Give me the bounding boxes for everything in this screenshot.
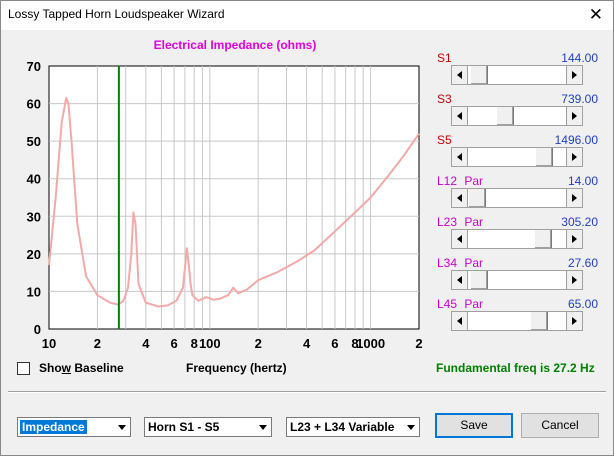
scroll-right-icon[interactable] — [566, 189, 582, 207]
close-icon[interactable]: ✕ — [588, 5, 603, 24]
slider-l23[interactable] — [451, 229, 583, 249]
x-tick-label: 2 — [415, 336, 422, 351]
x-tick-label: 10 — [42, 336, 56, 351]
window-title: Lossy Tapped Horn Loudspeaker Wizard — [8, 7, 225, 21]
slider-name: L34 — [437, 256, 458, 270]
x-tick-label: 2 — [94, 336, 101, 351]
title-bar: Lossy Tapped Horn Loudspeaker Wizard ✕ — [0, 0, 614, 30]
scroll-right-icon[interactable] — [566, 107, 582, 125]
x-tick-label: 100 — [199, 336, 221, 351]
x-axis-label: Frequency (hertz) — [186, 361, 287, 375]
x-tick-label: 4 — [303, 336, 311, 351]
separator — [8, 391, 606, 393]
slider-thumb[interactable] — [468, 189, 486, 207]
slider-value-s3: 739.00 — [561, 92, 598, 106]
slider-value-l45: 65.00 — [567, 297, 598, 311]
fundamental-frequency-text: Fundamental freq is 27.2 Hz — [436, 361, 595, 375]
cancel-button[interactable]: Cancel — [521, 413, 599, 438]
x-tick-label: 6 — [171, 336, 178, 351]
slider-thumb[interactable] — [534, 230, 553, 248]
slider-value-l34: 27.60 — [567, 256, 598, 270]
scroll-right-icon[interactable] — [566, 230, 582, 248]
scroll-left-icon[interactable] — [452, 107, 468, 125]
slider-s3[interactable] — [451, 106, 583, 126]
scroll-left-icon[interactable] — [452, 312, 468, 330]
y-tick-label: 0 — [34, 322, 41, 337]
y-tick-label: 30 — [27, 209, 41, 224]
plot-area — [48, 65, 420, 330]
scroll-left-icon[interactable] — [452, 271, 468, 289]
y-tick-label: 40 — [27, 172, 41, 187]
x-tick-label: 8 — [191, 336, 198, 351]
variable-select-value: L23 + L34 Variable — [290, 420, 395, 434]
scroll-left-icon[interactable] — [452, 148, 468, 166]
slider-label-s5: S5 — [437, 133, 452, 147]
slider-name: L12 — [437, 174, 458, 188]
x-tick-label: 2 — [255, 336, 262, 351]
x-tick-label: 4 — [142, 336, 150, 351]
chevron-down-icon[interactable] — [256, 418, 271, 436]
variable-select[interactable]: L23 + L34 Variable — [286, 417, 420, 437]
save-button[interactable]: Save — [435, 413, 513, 438]
slider-l34[interactable] — [451, 270, 583, 290]
impedance-curve — [48, 96, 420, 308]
scroll-right-icon[interactable] — [566, 148, 582, 166]
slider-thumb[interactable] — [469, 271, 488, 289]
scroll-left-icon[interactable] — [452, 189, 468, 207]
slider-name: L23 — [437, 215, 458, 229]
show-baseline-checkbox[interactable] — [17, 362, 30, 375]
slider-label-l34: L34 Par — [437, 256, 483, 270]
slider-thumb[interactable] — [496, 107, 514, 125]
slider-name: L45 — [437, 297, 458, 311]
show-baseline-label[interactable]: Show Baseline — [39, 361, 124, 375]
slider-label-s3: S3 — [437, 92, 452, 106]
chevron-down-icon[interactable] — [115, 418, 130, 436]
y-tick-label: 20 — [27, 247, 41, 262]
slider-thumb[interactable] — [469, 66, 488, 84]
y-tick-label: 50 — [27, 134, 41, 149]
slider-label-l23: L23 Par — [437, 215, 483, 229]
slider-thumb[interactable] — [529, 312, 548, 330]
slider-type: Par — [461, 215, 484, 229]
slider-l12[interactable] — [451, 188, 583, 208]
y-tick-label: 10 — [27, 284, 41, 299]
slider-value-l23: 305.20 — [561, 215, 598, 229]
slider-label-l45: L45 Par — [437, 297, 483, 311]
slider-name: S3 — [437, 92, 452, 106]
horn-select[interactable]: Horn S1 - S5 — [144, 417, 272, 437]
slider-value-s1: 144.00 — [561, 51, 598, 65]
x-tick-label: 6 — [331, 336, 338, 351]
slider-thumb[interactable] — [535, 148, 554, 166]
chart-title: Electrical Impedance (ohms) — [153, 38, 317, 52]
slider-label-s1: S1 — [437, 51, 452, 65]
slider-value-s5: 1496.00 — [554, 133, 598, 147]
y-tick-label: 60 — [27, 97, 41, 112]
chevron-down-icon[interactable] — [404, 418, 419, 436]
slider-name: S5 — [437, 133, 452, 147]
mode-select[interactable]: Impedance — [17, 417, 131, 437]
scroll-right-icon[interactable] — [566, 312, 582, 330]
y-tick-label: 70 — [27, 59, 41, 74]
x-tick-label: 8 — [351, 336, 358, 351]
slider-value-l12: 14.00 — [567, 174, 598, 188]
slider-type: Par — [461, 297, 484, 311]
show-baseline-label-text: Show Baseline — [39, 361, 124, 375]
slider-s5[interactable] — [451, 147, 583, 167]
horn-select-value: Horn S1 - S5 — [148, 420, 220, 434]
mode-select-value: Impedance — [20, 420, 87, 434]
slider-type: Par — [461, 256, 484, 270]
slider-label-l12: L12 Par — [437, 174, 483, 188]
slider-s1[interactable] — [451, 65, 583, 85]
slider-name: S1 — [437, 51, 452, 65]
scroll-left-icon[interactable] — [452, 230, 468, 248]
chart-grid — [49, 66, 419, 329]
slider-type: Par — [461, 174, 484, 188]
scroll-right-icon[interactable] — [566, 271, 582, 289]
scroll-left-icon[interactable] — [452, 66, 468, 84]
x-tick-label: 1000 — [356, 336, 385, 351]
slider-l45[interactable] — [451, 311, 583, 331]
scroll-right-icon[interactable] — [566, 66, 582, 84]
